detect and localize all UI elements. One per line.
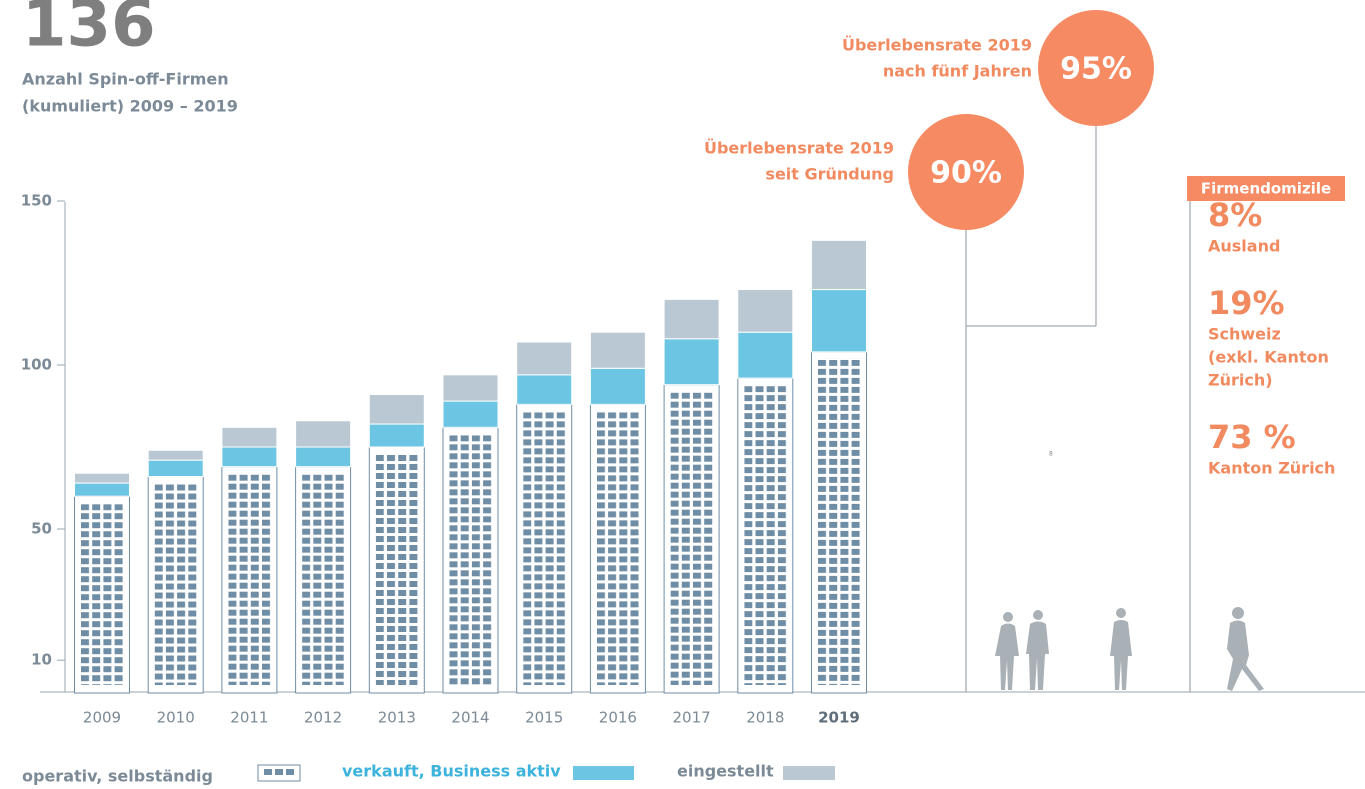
domicile-label: Schweiz: [1208, 325, 1281, 344]
note: 8: [1049, 451, 1053, 458]
bar: [663, 338, 720, 386]
y-tick-label: 50: [31, 520, 52, 538]
legend-window: [264, 769, 272, 775]
domicile-label: (exkl. Kanton: [1208, 348, 1329, 367]
bar-windows: [818, 359, 861, 685]
rate-label: seit Gründung: [765, 165, 894, 184]
x-tick-label: 2013: [378, 709, 416, 727]
domicile-value: 73 %: [1208, 418, 1296, 456]
x-tick-label: 2014: [451, 709, 489, 727]
bar: [295, 420, 352, 448]
bar: [442, 374, 499, 402]
bar-windows: [596, 412, 640, 685]
legend-label: eingestellt: [677, 762, 774, 781]
bar: [368, 423, 425, 448]
bar-windows: [449, 435, 493, 685]
x-tick-label: 2017: [673, 709, 711, 727]
bar: [737, 331, 794, 379]
domicile-title: Firmendomizile: [1201, 180, 1331, 198]
domicile-value: 19%: [1208, 284, 1285, 322]
people: [995, 607, 1264, 691]
bar-windows: [154, 484, 198, 685]
x-tick-label: 2010: [157, 709, 195, 727]
bar-windows: [670, 392, 714, 685]
domicile-header: [1187, 176, 1345, 201]
bar-windows: [81, 504, 124, 685]
y-tick-label: 150: [21, 192, 52, 210]
rate-value: 95%: [1060, 52, 1132, 87]
legend-label: operativ, selbständig: [22, 767, 213, 786]
x-tick-label: 2009: [83, 709, 121, 727]
rate-value: 90%: [930, 156, 1002, 191]
bar-windows: [744, 386, 788, 685]
x-tick-label: 2019: [818, 709, 860, 727]
y-tick-label: 100: [21, 356, 52, 374]
y-tick-label: 10: [31, 651, 52, 669]
rate-circle: [1038, 10, 1154, 126]
legend-swatch: [783, 766, 835, 780]
rate-label: Überlebensrate 2019: [842, 36, 1032, 55]
legend-label: verkauft, Business aktiv: [342, 762, 561, 781]
bar: [221, 446, 278, 468]
bar: [811, 239, 867, 291]
legend-window: [286, 769, 294, 775]
x-tick-label: 2015: [525, 709, 563, 727]
bar: [516, 374, 573, 405]
rate-label: Überlebensrate 2019: [704, 139, 894, 158]
rate-label: nach fünf Jahren: [883, 62, 1032, 81]
subtitle: Anzahl Spin-off-Firmen: [22, 70, 229, 89]
x-tick-label: 2012: [304, 709, 342, 727]
bar: [589, 367, 646, 405]
bar: [516, 341, 573, 376]
bar: [663, 298, 720, 340]
bar-windows: [228, 474, 272, 685]
chart-title: 136: [22, 0, 156, 62]
legend-swatch: [573, 766, 634, 780]
bar-windows: [523, 412, 567, 685]
legend-window: [275, 769, 283, 775]
bar: [737, 289, 794, 333]
subtitle: (kumuliert) 2009 – 2019: [22, 97, 238, 116]
bar: [147, 459, 204, 478]
domicile-label: Kanton Zürich: [1208, 459, 1335, 478]
bar: [589, 331, 646, 369]
bar: [295, 446, 352, 468]
domicile-label: Ausland: [1208, 237, 1280, 256]
bar: [74, 472, 130, 484]
bar: [221, 426, 278, 448]
bar-windows: [375, 455, 419, 685]
bar: [811, 289, 867, 353]
bar: [74, 482, 130, 497]
bar: [147, 449, 204, 461]
x-tick-label: 2016: [599, 709, 637, 727]
bar: [368, 394, 425, 425]
bar: [442, 400, 499, 428]
x-tick-label: 2018: [746, 709, 784, 727]
domicile-label: Zürich): [1208, 371, 1273, 390]
x-tick-label: 2011: [230, 709, 268, 727]
domicile-value: 8%: [1208, 196, 1262, 234]
rate-circle: [908, 114, 1024, 230]
bar-windows: [302, 474, 346, 685]
